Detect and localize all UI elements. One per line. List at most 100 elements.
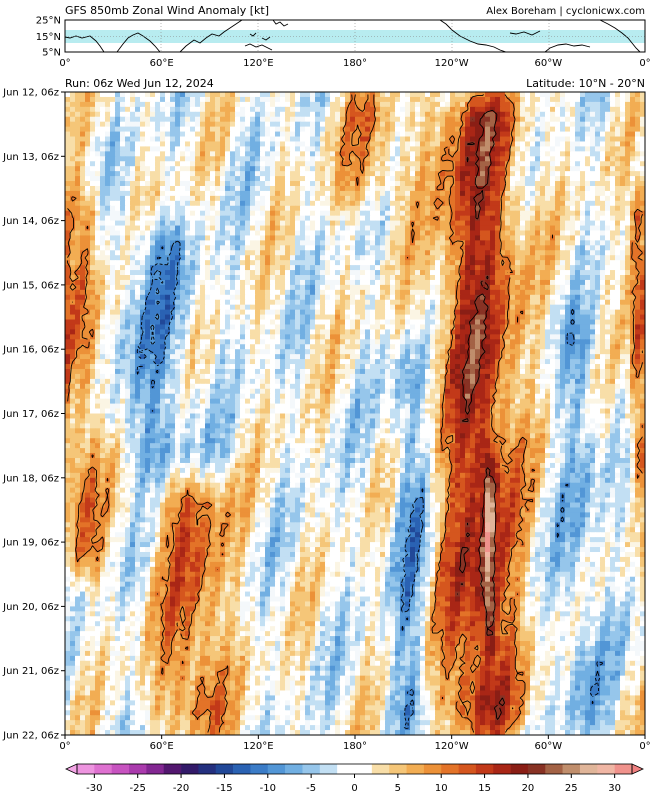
heatmap-cell bbox=[395, 121, 401, 128]
heatmap-cell bbox=[510, 96, 516, 103]
heatmap-cell bbox=[415, 136, 421, 143]
heatmap-cell bbox=[285, 161, 291, 167]
heatmap-cell bbox=[260, 190, 266, 197]
heatmap-cell bbox=[320, 275, 326, 281]
heatmap-cell bbox=[510, 250, 516, 256]
heatmap-cell bbox=[440, 225, 446, 232]
heatmap-cell bbox=[505, 200, 511, 207]
heatmap-cell bbox=[405, 190, 411, 197]
heatmap-cell bbox=[90, 294, 96, 301]
heatmap-cell bbox=[220, 126, 226, 133]
heatmap-cell bbox=[215, 294, 221, 301]
heatmap-cell bbox=[290, 245, 296, 251]
heatmap-cell bbox=[170, 146, 176, 152]
heatmap-cell bbox=[65, 245, 71, 251]
heatmap-cell bbox=[635, 225, 641, 232]
heatmap-cell bbox=[555, 116, 561, 123]
heatmap-cell bbox=[510, 275, 516, 281]
heatmap-cell bbox=[120, 230, 126, 237]
heatmap-cell bbox=[195, 185, 201, 192]
heatmap-cell bbox=[625, 275, 631, 281]
heatmap-cell bbox=[340, 146, 346, 152]
heatmap-cell bbox=[575, 156, 581, 162]
heatmap-cell bbox=[410, 136, 416, 143]
heatmap-cell bbox=[510, 166, 516, 172]
heatmap-cell bbox=[90, 289, 96, 296]
heatmap-cell bbox=[480, 210, 486, 217]
heatmap-cell bbox=[230, 161, 236, 167]
heatmap-cell bbox=[505, 195, 511, 202]
heatmap-cell bbox=[445, 131, 451, 138]
heatmap-cell bbox=[65, 131, 71, 138]
heatmap-cell bbox=[255, 161, 261, 167]
heatmap-cell bbox=[90, 185, 96, 192]
heatmap-cell bbox=[210, 146, 216, 152]
heatmap-cell bbox=[520, 92, 526, 98]
heatmap-cell bbox=[370, 220, 376, 227]
heatmap-cell bbox=[250, 294, 256, 301]
heatmap-cell bbox=[555, 166, 561, 172]
heatmap-cell bbox=[150, 136, 156, 143]
heatmap-cell bbox=[260, 171, 266, 177]
heatmap-cell bbox=[325, 151, 331, 157]
heatmap-cell bbox=[575, 171, 581, 177]
heatmap-cell bbox=[310, 250, 316, 256]
heatmap-cell bbox=[65, 255, 71, 261]
heatmap-cell bbox=[325, 270, 331, 276]
heatmap-cell bbox=[415, 210, 421, 217]
heatmap-cell bbox=[535, 245, 541, 251]
heatmap-cell bbox=[75, 156, 81, 162]
heatmap-cell bbox=[70, 126, 76, 133]
heatmap-cell bbox=[605, 284, 611, 291]
heatmap-cell bbox=[220, 215, 226, 222]
heatmap-cell bbox=[200, 131, 206, 138]
heatmap-cell bbox=[270, 121, 276, 128]
heatmap-cell bbox=[310, 126, 316, 133]
heatmap-cell bbox=[495, 255, 501, 261]
heatmap-cell bbox=[205, 96, 211, 103]
heatmap-cell bbox=[425, 106, 431, 113]
heatmap-cell bbox=[535, 121, 541, 128]
heatmap-cell bbox=[500, 146, 506, 152]
heatmap-cell bbox=[375, 255, 381, 261]
heatmap-cell bbox=[445, 220, 451, 227]
heatmap-cell bbox=[455, 121, 461, 128]
heatmap-cell bbox=[270, 101, 276, 108]
heatmap-cell bbox=[120, 265, 126, 271]
heatmap-cell bbox=[140, 289, 146, 296]
heatmap-cell bbox=[285, 215, 291, 222]
heatmap-cell bbox=[65, 156, 71, 162]
heatmap-cell bbox=[235, 270, 241, 276]
heatmap-cell bbox=[510, 200, 516, 207]
heatmap-cell bbox=[515, 294, 521, 301]
heatmap-cell bbox=[605, 181, 611, 187]
heatmap-cell bbox=[440, 230, 446, 237]
heatmap-cell bbox=[185, 294, 191, 301]
heatmap-cell bbox=[355, 151, 361, 157]
heatmap-cell bbox=[420, 210, 426, 217]
heatmap-cell bbox=[345, 190, 351, 197]
heatmap-cell bbox=[70, 265, 76, 271]
heatmap-cell bbox=[520, 166, 526, 172]
heatmap-cell bbox=[375, 299, 381, 306]
heatmap-cell bbox=[370, 205, 376, 212]
heatmap-cell bbox=[520, 279, 526, 286]
heatmap-cell bbox=[75, 141, 81, 148]
heatmap-cell bbox=[105, 294, 111, 301]
heatmap-cell bbox=[175, 284, 181, 291]
heatmap-cell bbox=[425, 225, 431, 232]
heatmap-cell bbox=[640, 210, 645, 217]
heatmap-cell bbox=[525, 96, 531, 103]
heatmap-cell bbox=[300, 181, 306, 187]
heatmap-cell bbox=[600, 171, 606, 177]
heatmap-cell bbox=[495, 195, 501, 202]
heatmap-cell bbox=[485, 240, 491, 246]
heatmap-cell bbox=[520, 225, 526, 232]
heatmap-cell bbox=[295, 121, 301, 128]
heatmap-cell bbox=[240, 181, 246, 187]
heatmap-cell bbox=[520, 215, 526, 222]
heatmap-cell bbox=[130, 250, 136, 256]
heatmap-cell bbox=[455, 96, 461, 103]
heatmap-cell bbox=[145, 279, 151, 286]
heatmap-cell bbox=[365, 260, 371, 266]
